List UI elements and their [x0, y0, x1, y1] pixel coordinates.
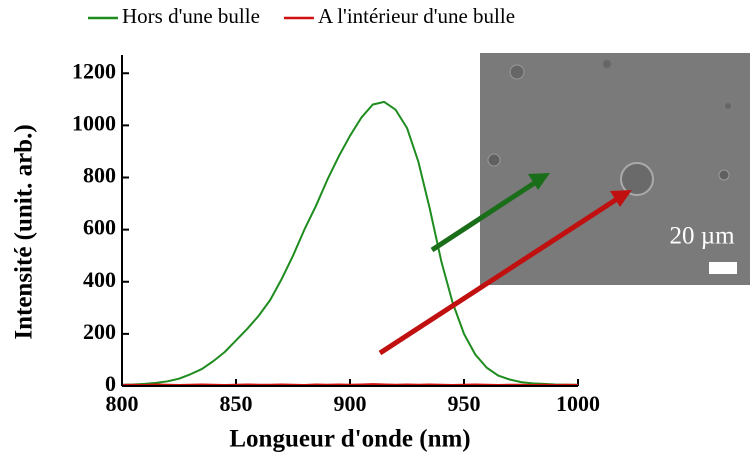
arrow-head — [610, 190, 632, 207]
scale-bar — [709, 262, 737, 274]
arrow — [430, 179, 538, 253]
series-line — [121, 100, 578, 386]
x-axis-title: Longueur d'onde (nm) — [229, 426, 470, 453]
legend: Hors d'une bulle A l'intérieur d'une bull… — [88, 4, 515, 28]
x-tick-label: 900 — [334, 391, 367, 416]
bubble — [509, 64, 525, 80]
y-tick-label: 600 — [83, 215, 116, 240]
bubble — [718, 169, 730, 181]
y-tick-label: 1200 — [72, 58, 116, 83]
series-line — [121, 383, 579, 386]
plot-area: 0 200 400 600 800 1000 1200 800 850 900 950 1000 — [72, 55, 600, 416]
scale-label: 20 µm — [669, 223, 735, 250]
y-tick-label: 200 — [83, 319, 116, 344]
bubble — [487, 153, 501, 167]
legend-label: A l'intérieur d'une bulle — [318, 4, 515, 28]
x-tick-label: 1000 — [556, 391, 600, 416]
bubble — [725, 103, 731, 109]
x-tick-label: 950 — [448, 391, 481, 416]
y-axis-title: Intensité (unit. arb.) — [11, 124, 38, 339]
y-tick-label: 400 — [83, 267, 116, 292]
x-tick-label: 850 — [220, 391, 253, 416]
x-tick-label: 800 — [106, 391, 139, 416]
arrow-head — [528, 173, 550, 190]
y-tick-label: 0 — [105, 371, 116, 396]
inset-image: 20 µm — [480, 53, 750, 285]
bubble — [620, 162, 654, 196]
y-tick-label: 800 — [83, 163, 116, 188]
legend-label: Hors d'une bulle — [122, 4, 260, 28]
micrograph — [480, 53, 750, 285]
y-tick-label: 1000 — [72, 110, 116, 135]
arrows — [378, 173, 632, 356]
arrow — [378, 196, 619, 356]
bubble — [603, 60, 611, 68]
